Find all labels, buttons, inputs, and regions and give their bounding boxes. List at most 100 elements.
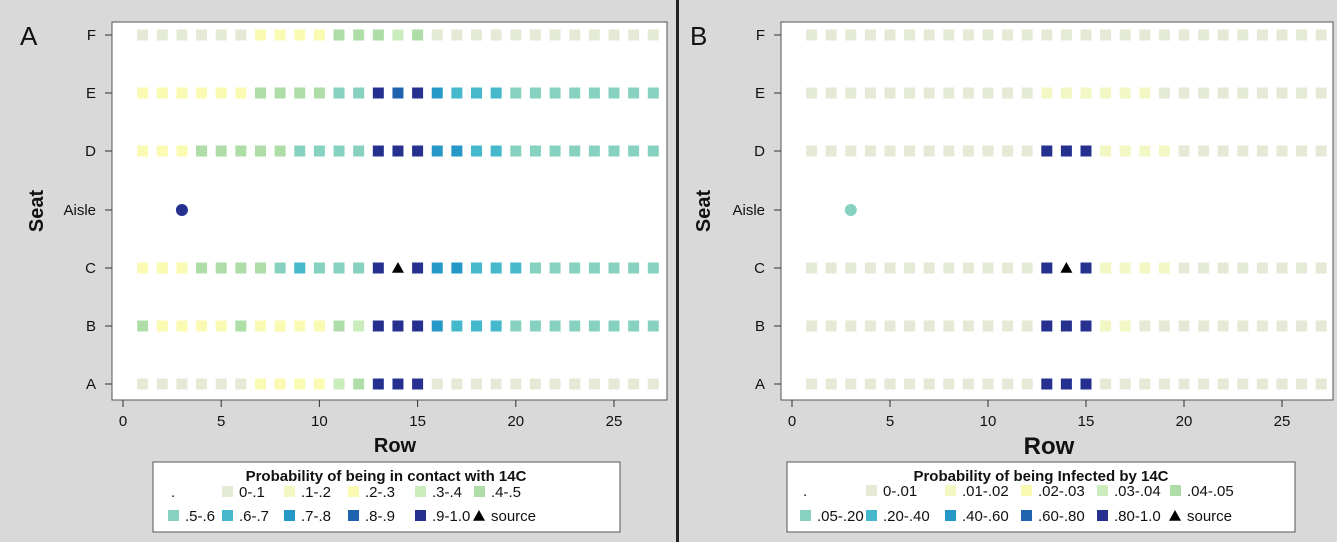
seat-marker bbox=[1002, 262, 1014, 274]
seat-marker bbox=[1158, 87, 1170, 99]
seat-marker bbox=[235, 320, 247, 332]
seat-marker bbox=[884, 145, 896, 157]
seat-marker bbox=[1021, 29, 1033, 41]
legend-swatch bbox=[866, 510, 877, 521]
legend-label: .20-.40 bbox=[883, 508, 930, 525]
legend-label: 0-.01 bbox=[883, 483, 917, 500]
seat-marker bbox=[510, 378, 522, 390]
seat-marker bbox=[1198, 378, 1210, 390]
seat-marker bbox=[1256, 320, 1268, 332]
seat-marker bbox=[254, 29, 266, 41]
seat-marker bbox=[1119, 320, 1131, 332]
seat-marker bbox=[1217, 320, 1229, 332]
seat-marker bbox=[1139, 87, 1151, 99]
seat-marker bbox=[235, 145, 247, 157]
seat-marker bbox=[1158, 29, 1170, 41]
seat-label-d: D bbox=[85, 143, 96, 160]
panel-b-seat-markers bbox=[806, 29, 1327, 390]
panel-a-legend-title: Probability of being in contact with 14C bbox=[246, 468, 527, 485]
seat-marker bbox=[1178, 262, 1190, 274]
seat-marker bbox=[982, 87, 994, 99]
seat-marker bbox=[588, 29, 600, 41]
seat-marker bbox=[156, 145, 168, 157]
seat-marker bbox=[884, 87, 896, 99]
seat-marker bbox=[313, 262, 325, 274]
seat-marker bbox=[471, 145, 483, 157]
legend-label: .80-1.0 bbox=[1114, 508, 1161, 525]
legend-item-0-01: 0-.01 bbox=[866, 483, 917, 500]
seat-marker bbox=[864, 378, 876, 390]
seat-marker bbox=[982, 29, 994, 41]
seat-marker bbox=[1256, 87, 1268, 99]
seat-marker bbox=[1276, 262, 1288, 274]
seat-marker bbox=[904, 262, 916, 274]
legend-swatch bbox=[1021, 510, 1032, 521]
x-tick-label: 20 bbox=[507, 413, 524, 430]
seat-label-aisle: Aisle bbox=[732, 202, 765, 219]
legend-swatch bbox=[415, 510, 426, 521]
seat-marker bbox=[628, 87, 640, 99]
seat-marker bbox=[806, 378, 818, 390]
seat-marker bbox=[806, 320, 818, 332]
seat-marker bbox=[647, 378, 659, 390]
panel-a-x-ticks: 0 5 10 15 20 25 bbox=[119, 400, 622, 430]
seat-marker bbox=[1158, 145, 1170, 157]
seat-marker bbox=[490, 378, 502, 390]
seat-marker bbox=[510, 320, 522, 332]
seat-label-b: B bbox=[86, 318, 96, 335]
x-tick-label: 25 bbox=[1274, 413, 1291, 430]
legend-item-5-6: .5-.6 bbox=[168, 508, 215, 525]
seat-marker bbox=[904, 145, 916, 157]
seat-marker bbox=[943, 29, 955, 41]
seat-marker bbox=[156, 87, 168, 99]
seat-marker bbox=[215, 262, 227, 274]
legend-label: .03-.04 bbox=[1114, 483, 1161, 500]
seat-marker bbox=[1296, 87, 1308, 99]
legend-source-symbol bbox=[1169, 510, 1181, 521]
seat-marker bbox=[176, 378, 188, 390]
legend-label: .6-.7 bbox=[239, 508, 269, 525]
seat-marker bbox=[1217, 29, 1229, 41]
seat-marker bbox=[235, 262, 247, 274]
seat-marker bbox=[353, 29, 365, 41]
seat-marker bbox=[1237, 262, 1249, 274]
seat-marker bbox=[806, 262, 818, 274]
seat-marker bbox=[1041, 29, 1053, 41]
seat-marker bbox=[1021, 145, 1033, 157]
seat-marker bbox=[943, 87, 955, 99]
seat-marker bbox=[1119, 29, 1131, 41]
seat-marker bbox=[647, 145, 659, 157]
seat-marker bbox=[1296, 378, 1308, 390]
seat-label-c: C bbox=[754, 260, 765, 277]
legend-item-6-7: .6-.7 bbox=[222, 508, 269, 525]
legend-item-01-02: .01-.02 bbox=[945, 483, 1009, 500]
panel-a-x-axis-title: Row bbox=[374, 435, 417, 457]
legend-swatch bbox=[474, 486, 485, 497]
seat-marker bbox=[510, 145, 522, 157]
legend-label: .05-.20 bbox=[817, 508, 864, 525]
seat-marker bbox=[372, 320, 384, 332]
seat-marker bbox=[806, 87, 818, 99]
seat-marker bbox=[254, 378, 266, 390]
aisle-passenger-marker bbox=[844, 204, 857, 216]
seat-marker bbox=[412, 378, 424, 390]
seat-label-e: E bbox=[86, 85, 96, 102]
legend-item-9-1-0: .9-1.0 bbox=[415, 508, 470, 525]
seat-marker bbox=[1119, 378, 1131, 390]
seat-marker bbox=[196, 87, 208, 99]
seat-marker bbox=[628, 145, 640, 157]
seat-marker bbox=[1041, 320, 1053, 332]
seat-marker bbox=[1217, 145, 1229, 157]
panel-a-y-axis-title: Seat bbox=[26, 190, 48, 233]
seat-marker bbox=[1315, 87, 1327, 99]
seat-marker bbox=[962, 262, 974, 274]
seat-marker bbox=[845, 29, 857, 41]
panel-b-y-axis-title: Seat bbox=[693, 190, 715, 233]
seat-marker bbox=[647, 87, 659, 99]
seat-label-a: A bbox=[86, 376, 96, 393]
seat-marker bbox=[1119, 87, 1131, 99]
seat-marker bbox=[825, 145, 837, 157]
seat-marker bbox=[1276, 145, 1288, 157]
